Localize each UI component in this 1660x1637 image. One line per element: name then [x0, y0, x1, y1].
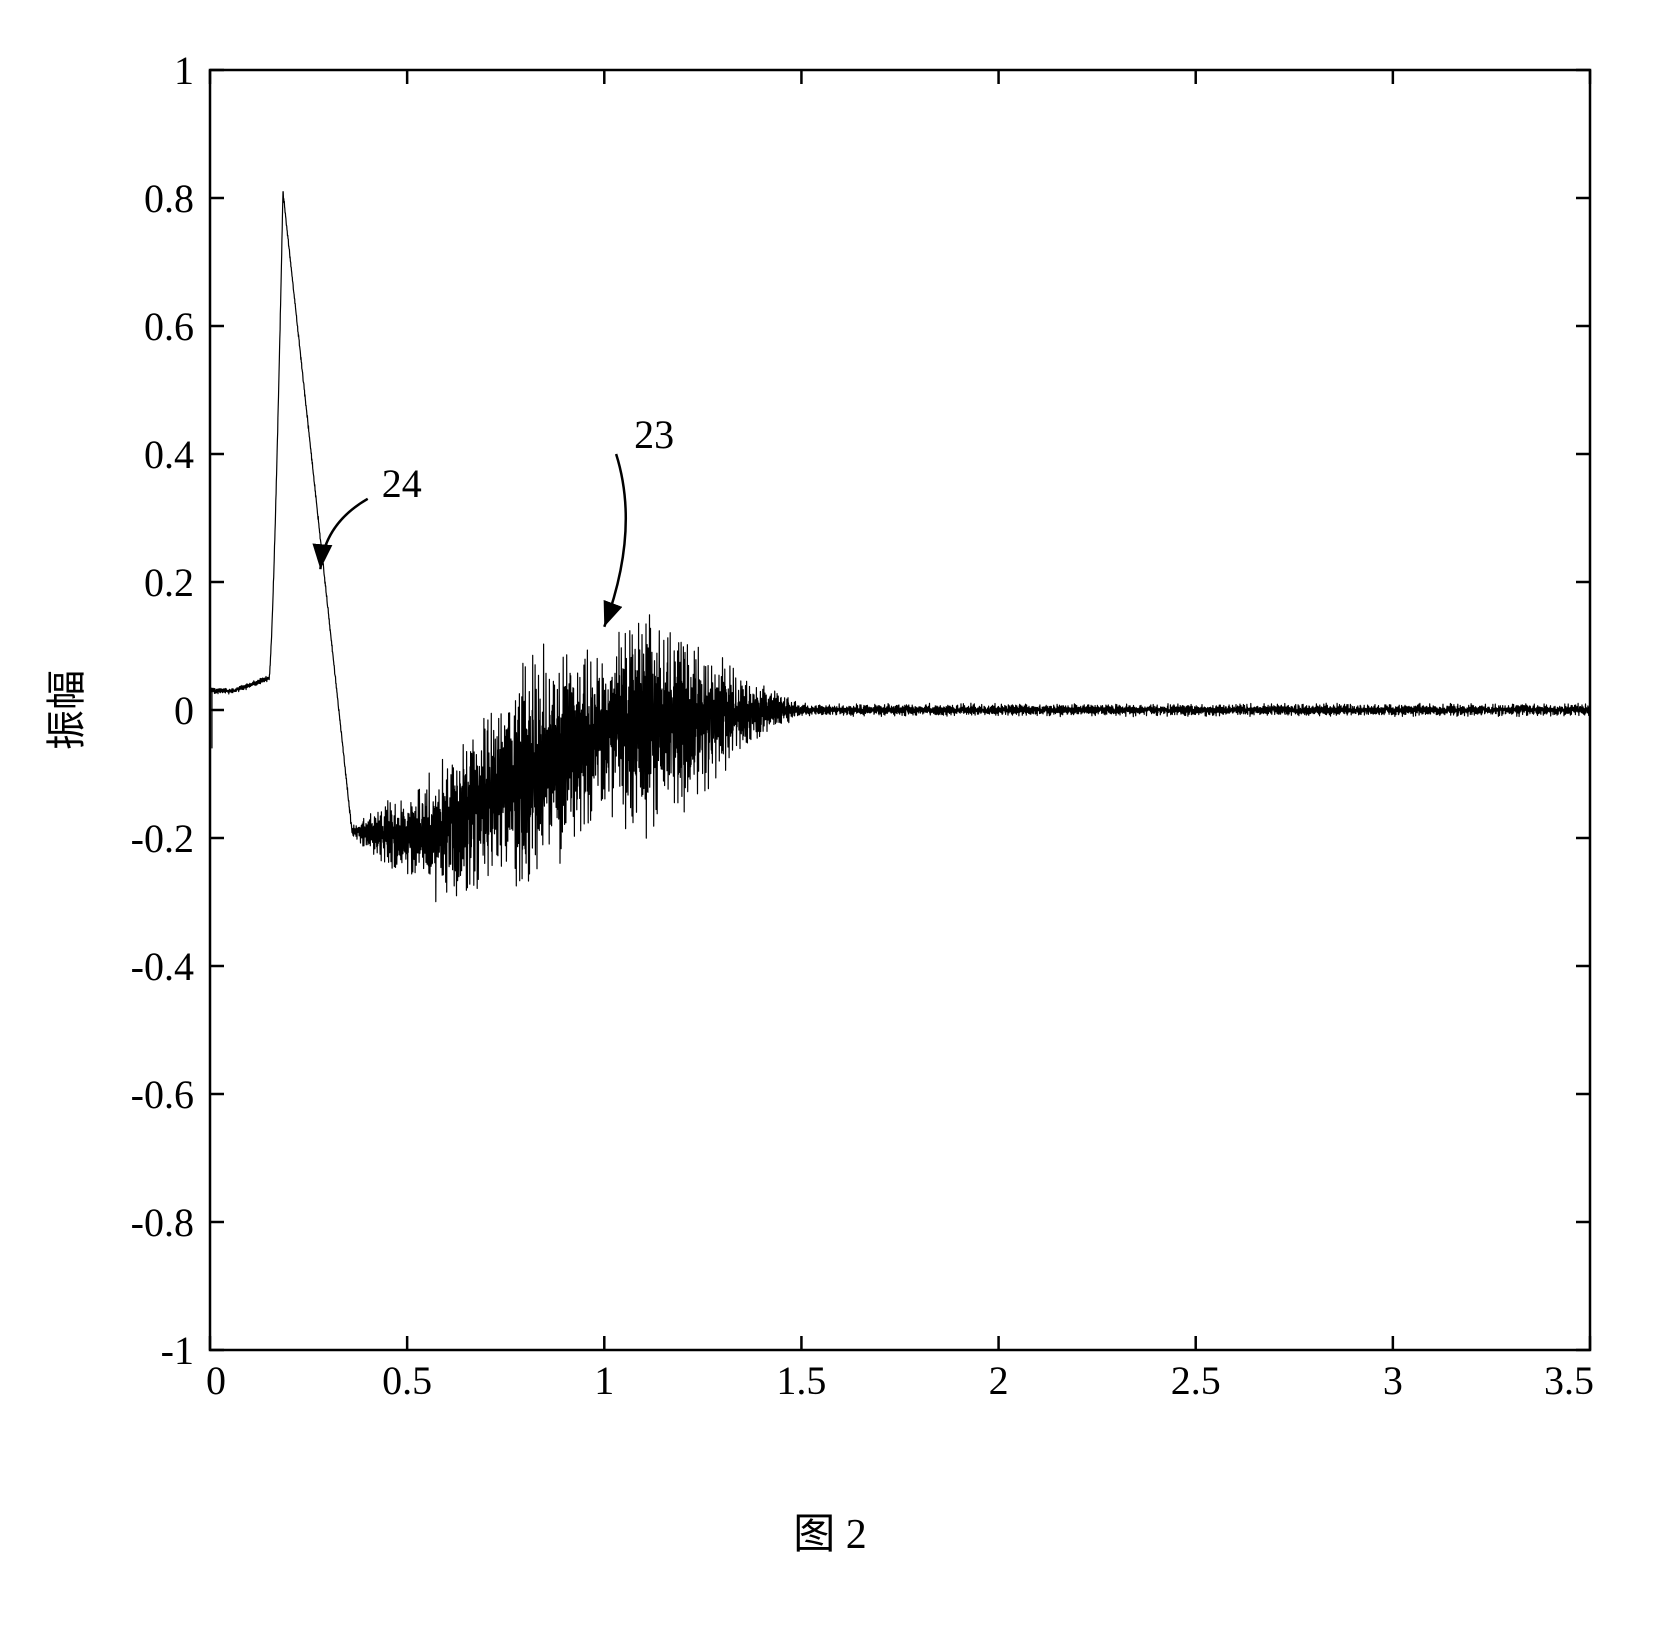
svg-text:-0.8: -0.8: [131, 1200, 194, 1245]
svg-text:1.5: 1.5: [776, 1358, 826, 1403]
svg-text:0.4: 0.4: [144, 432, 194, 477]
svg-text:2: 2: [989, 1358, 1009, 1403]
svg-text:-0.4: -0.4: [131, 944, 194, 989]
svg-text:2.5: 2.5: [1171, 1358, 1221, 1403]
svg-text:0.5: 0.5: [382, 1358, 432, 1403]
svg-text:23: 23: [634, 412, 674, 457]
svg-text:-0.2: -0.2: [131, 816, 194, 861]
svg-text:0: 0: [174, 688, 194, 733]
svg-text:3: 3: [1383, 1358, 1403, 1403]
svg-text:24: 24: [382, 461, 422, 506]
svg-text:1: 1: [174, 48, 194, 93]
figure-container: -1 -0.8 -0.6 -0.4 -0.2 0 0.2 0.4 0.6 0.8 1 0 0.5 1 1.5…: [40, 40, 1620, 1561]
svg-text:0.6: 0.6: [144, 304, 194, 349]
svg-text:3.5: 3.5: [1544, 1358, 1594, 1403]
svg-text:0.2: 0.2: [144, 560, 194, 605]
figure-caption: 图 2: [40, 1500, 1620, 1561]
svg-text:0.8: 0.8: [144, 176, 194, 221]
chart-wrapper: -1 -0.8 -0.6 -0.4 -0.2 0 0.2 0.4 0.6 0.8 1 0 0.5 1 1.5…: [40, 40, 1620, 1440]
svg-text:1: 1: [594, 1358, 614, 1403]
svg-text:-0.6: -0.6: [131, 1072, 194, 1117]
svg-text:0: 0: [206, 1358, 226, 1403]
amplitude-chart: -1 -0.8 -0.6 -0.4 -0.2 0 0.2 0.4 0.6 0.8 1 0 0.5 1 1.5…: [40, 40, 1620, 1440]
svg-text:-1: -1: [161, 1328, 194, 1373]
svg-text:振幅: 振幅: [44, 670, 89, 750]
